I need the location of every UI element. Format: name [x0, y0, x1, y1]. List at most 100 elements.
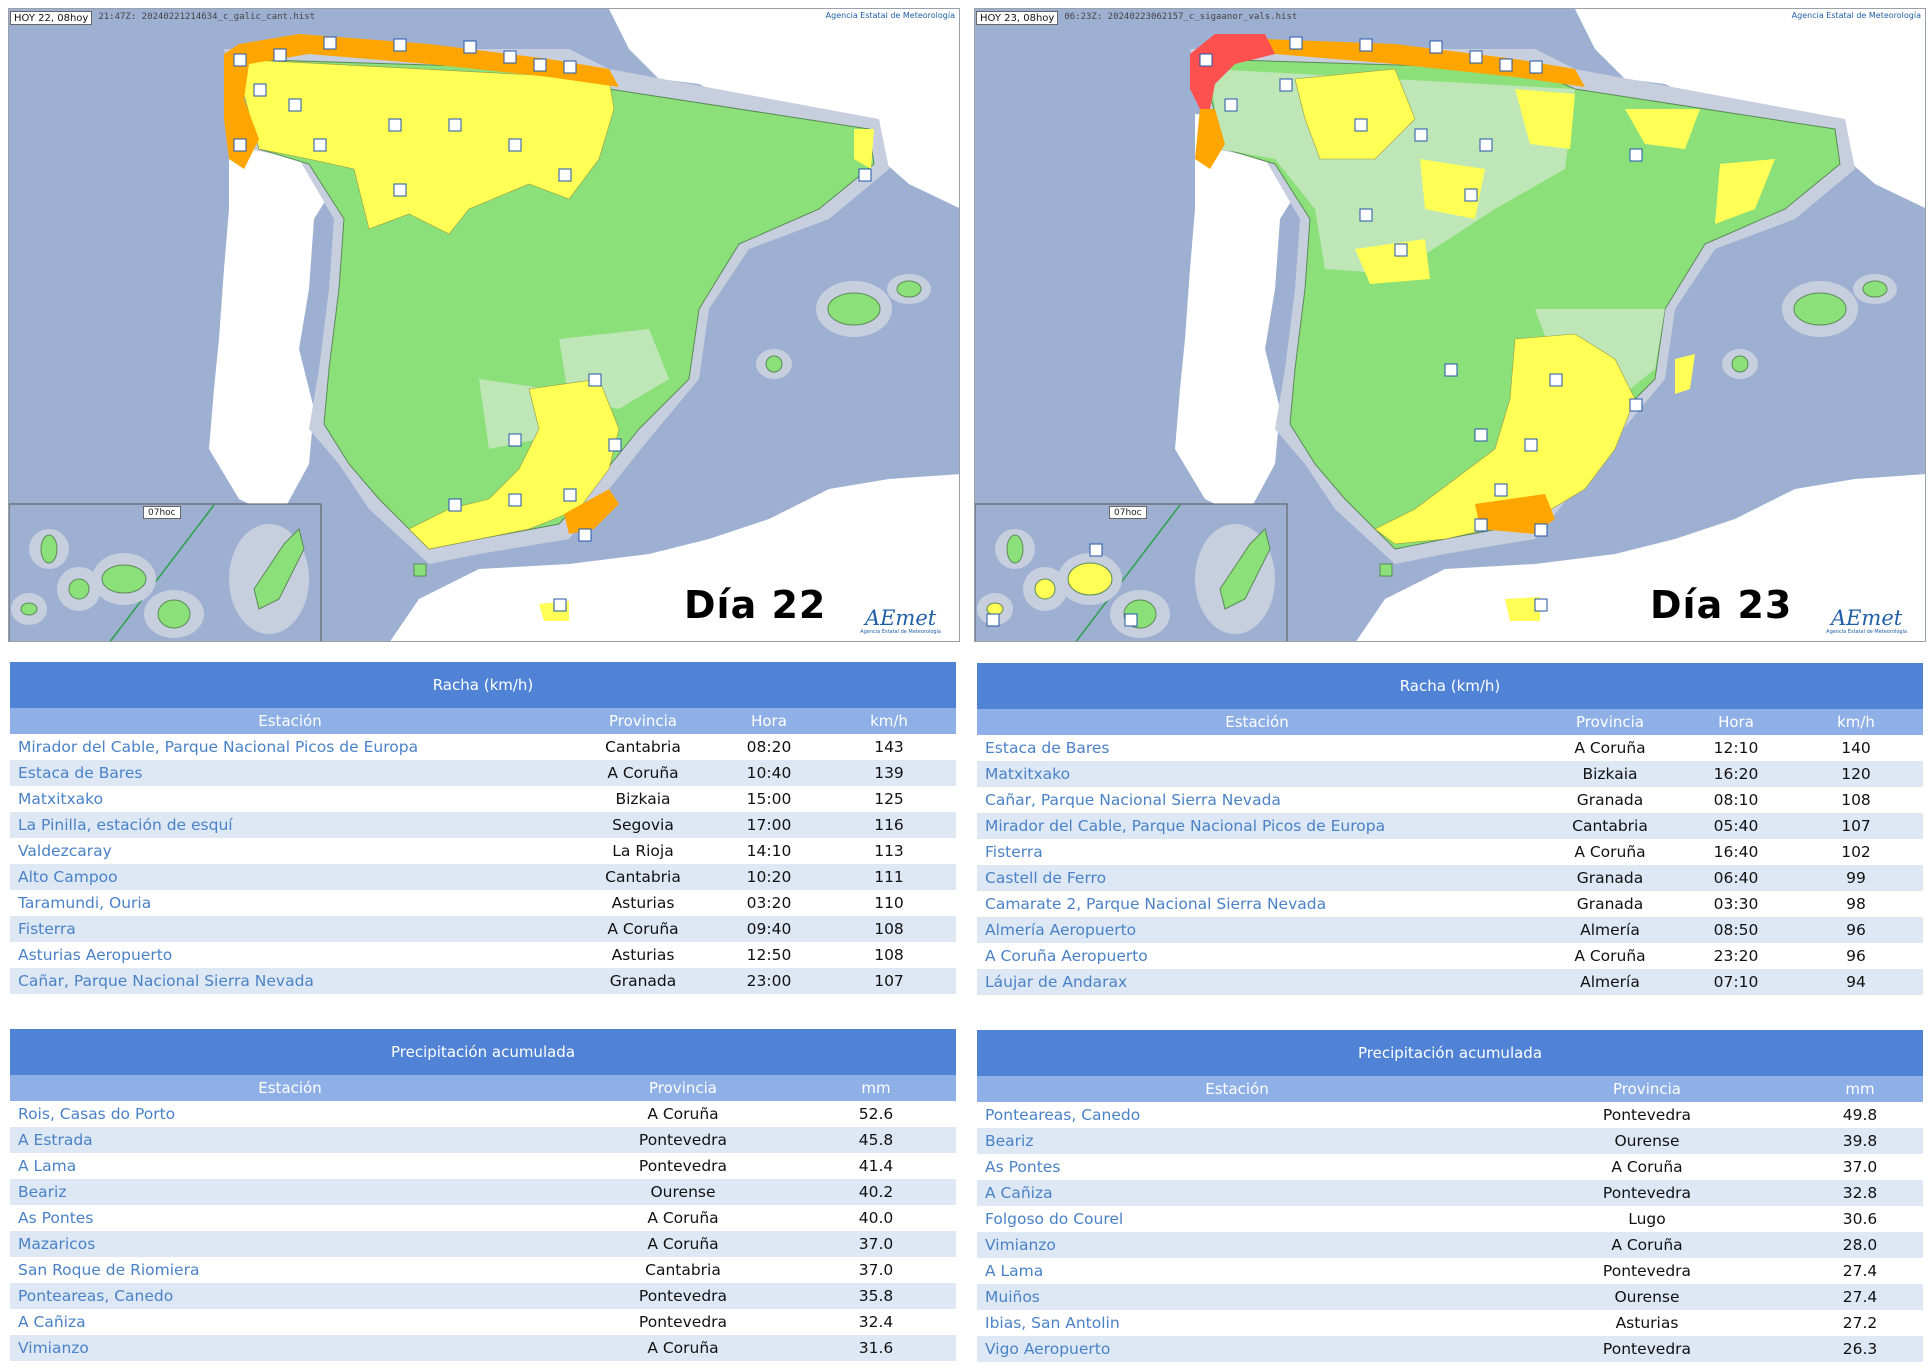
station-name[interactable]: Estaca de Bares — [18, 764, 143, 782]
station-name[interactable]: Folgoso do Courel — [985, 1210, 1124, 1228]
gust-value: 140 — [1841, 739, 1871, 757]
station-name[interactable]: Cañar, Parque Nacional Sierra Nevada — [18, 972, 314, 990]
gust-value: 107 — [874, 972, 904, 990]
precip-value: 52.6 — [858, 1105, 894, 1123]
table-title: Racha (km/h) — [977, 663, 1923, 709]
station-name[interactable]: Castell de Ferro — [985, 869, 1107, 887]
province-name: Bizkaia — [615, 790, 671, 808]
gust-value: 108 — [874, 920, 904, 938]
station-name[interactable]: Fisterra — [985, 843, 1043, 861]
station-name[interactable]: Camarate 2, Parque Nacional Sierra Nevad… — [985, 895, 1327, 913]
station-name[interactable]: Mirador del Cable, Parque Nacional Picos… — [18, 738, 419, 756]
province-name: A Coruña — [1611, 1158, 1683, 1176]
header-station: Estación — [258, 1079, 322, 1097]
station-name[interactable]: Ponteareas, Canedo — [18, 1287, 174, 1305]
map-header: HOY 22, 08hoy 21:47Z: 20240221214634_c_g… — [9, 9, 315, 25]
station-name[interactable]: As Pontes — [985, 1158, 1061, 1176]
table-body: Rois, Casas do Porto A Coruña 52.6 A Estrad… — [10, 1101, 956, 1361]
station-name[interactable]: Almería Aeropuerto — [985, 921, 1137, 939]
station-name[interactable]: Taramundi, Ouria — [18, 894, 152, 912]
table-row: Mirador del Cable, Parque Nacional Picos… — [10, 734, 956, 760]
station-name[interactable]: A Cañiza — [985, 1184, 1053, 1202]
station-name[interactable]: Ponteareas, Canedo — [985, 1106, 1141, 1124]
header-station: Estación — [1225, 713, 1289, 731]
province-name: Pontevedra — [638, 1131, 728, 1149]
gust-value: 120 — [1841, 765, 1871, 783]
station-name[interactable]: Muiños — [985, 1288, 1040, 1306]
province-name: Pontevedra — [638, 1287, 728, 1305]
station-name[interactable]: Matxitxako — [985, 765, 1071, 783]
gust-time: 15:00 — [746, 790, 792, 808]
station-name[interactable]: Ibias, San Antolin — [985, 1314, 1120, 1332]
aemet-logo-text: AEmet — [1830, 606, 1903, 630]
gust-time: 05:40 — [1713, 817, 1759, 835]
station-name[interactable]: San Roque de Riomiera — [18, 1261, 200, 1279]
station-name[interactable]: Láujar de Andarax — [985, 973, 1128, 991]
precip-value: 49.8 — [1842, 1106, 1878, 1124]
station-name[interactable]: Vigo Aeropuerto — [985, 1340, 1111, 1358]
gust-time: 16:20 — [1713, 765, 1759, 783]
province-name: A Coruña — [1574, 739, 1646, 757]
gust-value: 143 — [874, 738, 904, 756]
station-name[interactable]: Cañar, Parque Nacional Sierra Nevada — [985, 791, 1281, 809]
day-label: Día 23 — [1650, 583, 1793, 627]
province-name: Segovia — [612, 816, 674, 834]
table-row: Vimianzo A Coruña 28.0 — [977, 1232, 1923, 1258]
station-name[interactable]: A Estrada — [18, 1131, 93, 1149]
province-name: Cantabria — [645, 1261, 721, 1279]
map-graphic — [975, 9, 1925, 641]
station-name[interactable]: La Pinilla, estación de esquí — [18, 816, 233, 834]
station-name[interactable]: Beariz — [985, 1132, 1034, 1150]
gust-time: 14:10 — [746, 842, 792, 860]
precipitation-table-day-23: Precipitación acumulada Estación Provincia… — [977, 1030, 1923, 1362]
station-name[interactable]: Mazaricos — [18, 1235, 96, 1253]
province-name: Cantabria — [1572, 817, 1648, 835]
province-name: Asturias — [611, 894, 675, 912]
province-name: Granada — [1576, 791, 1644, 809]
agency-credit: Agencia Estatal de Meteorología — [825, 11, 955, 20]
gust-time: 08:20 — [746, 738, 792, 756]
station-name[interactable]: Matxitxako — [18, 790, 104, 808]
station-name[interactable]: A Lama — [985, 1262, 1044, 1280]
station-name[interactable]: A Coruña Aeropuerto — [985, 947, 1148, 965]
table-row: As Pontes A Coruña 40.0 — [10, 1205, 956, 1231]
table-header-row: Estación Provincia Hora km/h — [977, 709, 1923, 735]
table-row: Mazaricos A Coruña 37.0 — [10, 1231, 956, 1257]
table-row: Taramundi, Ouria Asturias 03:20 110 — [10, 890, 956, 916]
province-name: Pontevedra — [638, 1157, 728, 1175]
station-name[interactable]: Fisterra — [18, 920, 76, 938]
table-row: Ponteareas, Canedo Pontevedra 35.8 — [10, 1283, 956, 1309]
province-name: Ourense — [1614, 1288, 1680, 1306]
station-name[interactable]: A Cañiza — [18, 1313, 86, 1331]
warning-map-day-22: HOY 22, 08hoy 21:47Z: 20240221214634_c_g… — [8, 8, 960, 642]
station-name[interactable]: Vimianzo — [985, 1236, 1056, 1254]
province-name: Ourense — [1614, 1132, 1680, 1150]
table-row: A Coruña Aeropuerto A Coruña 23:20 96 — [977, 943, 1923, 969]
province-name: A Coruña — [647, 1339, 719, 1357]
map-file-label: 06:23Z: 20240223062157_c_sigaanor_vals.h… — [1064, 12, 1298, 22]
station-name[interactable]: Mirador del Cable, Parque Nacional Picos… — [985, 817, 1386, 835]
station-name[interactable]: Alto Campoo — [18, 868, 118, 886]
gust-time: 03:30 — [1713, 895, 1759, 913]
province-name: A Coruña — [1611, 1236, 1683, 1254]
gust-value: 116 — [874, 816, 904, 834]
precip-value: 27.4 — [1842, 1288, 1878, 1306]
table-row: Camarate 2, Parque Nacional Sierra Nevad… — [977, 891, 1923, 917]
gust-time: 08:10 — [1713, 791, 1759, 809]
gust-value: 108 — [874, 946, 904, 964]
gust-value: 125 — [874, 790, 904, 808]
station-name[interactable]: Beariz — [18, 1183, 67, 1201]
station-name[interactable]: Vimianzo — [18, 1339, 89, 1357]
station-name[interactable]: Valdezcaray — [18, 842, 112, 860]
station-name[interactable]: Asturias Aeropuerto — [18, 946, 173, 964]
precip-value: 37.0 — [858, 1235, 894, 1253]
table-row: La Pinilla, estación de esquí Segovia 17:0… — [10, 812, 956, 838]
table-row: Fisterra A Coruña 16:40 102 — [977, 839, 1923, 865]
station-name[interactable]: Estaca de Bares — [985, 739, 1110, 757]
province-name: A Coruña — [1574, 843, 1646, 861]
precip-value: 37.0 — [1842, 1158, 1878, 1176]
station-name[interactable]: A Lama — [18, 1157, 77, 1175]
province-name: Granada — [609, 972, 677, 990]
station-name[interactable]: As Pontes — [18, 1209, 94, 1227]
station-name[interactable]: Rois, Casas do Porto — [18, 1105, 176, 1123]
